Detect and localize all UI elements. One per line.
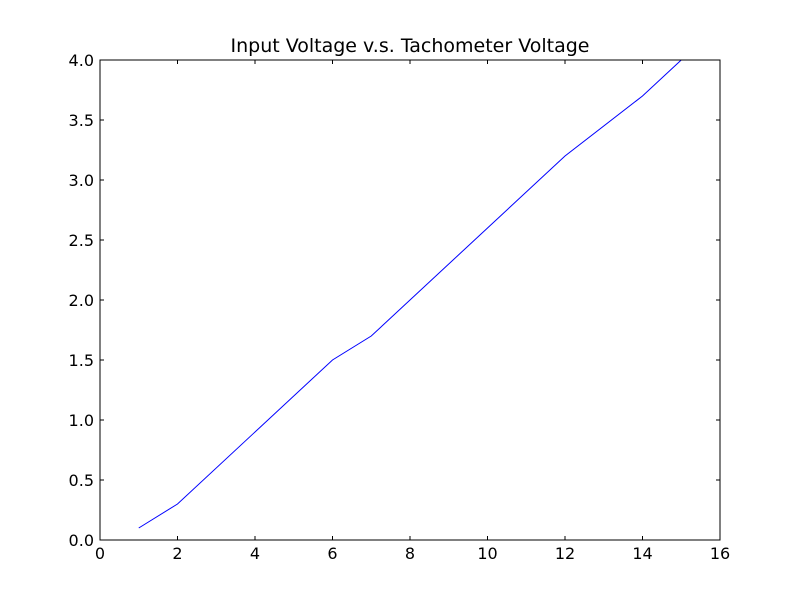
x-tick-label: 8: [405, 544, 415, 563]
x-tick-label: 10: [477, 544, 497, 563]
y-tick-label: 1.0: [69, 411, 94, 430]
y-tick-label: 3.0: [69, 171, 94, 190]
tick-labels-layer: 0 2 4 6 8 10 12 14 16 0.0 0.5 1.0 1.5 2.0 2.5 3.0 3.5 4.0: [69, 51, 731, 563]
x-tick-label: 0: [95, 544, 105, 563]
x-tick-label: 6: [327, 544, 337, 563]
plot-frame: [99, 59, 721, 541]
x-tick-label: 2: [172, 544, 182, 563]
chart-title: Input Voltage v.s. Tachometer Voltage: [230, 35, 589, 57]
y-tick-label: 2.0: [69, 291, 94, 310]
x-tick-label: 14: [632, 544, 652, 563]
y-tick-label: 2.5: [69, 231, 94, 250]
y-tick-label: 3.5: [69, 111, 94, 130]
y-tick-label: 1.5: [69, 351, 94, 370]
x-tick-label: 4: [250, 544, 260, 563]
y-tick-label: 0.5: [69, 471, 94, 490]
series-layer: [138, 59, 682, 529]
series-line-0: [138, 59, 682, 529]
x-tick-label: 12: [555, 544, 575, 563]
y-tick-label: 4.0: [69, 51, 94, 70]
y-tick-label: 0.0: [69, 531, 94, 550]
x-tick-label: 16: [710, 544, 730, 563]
